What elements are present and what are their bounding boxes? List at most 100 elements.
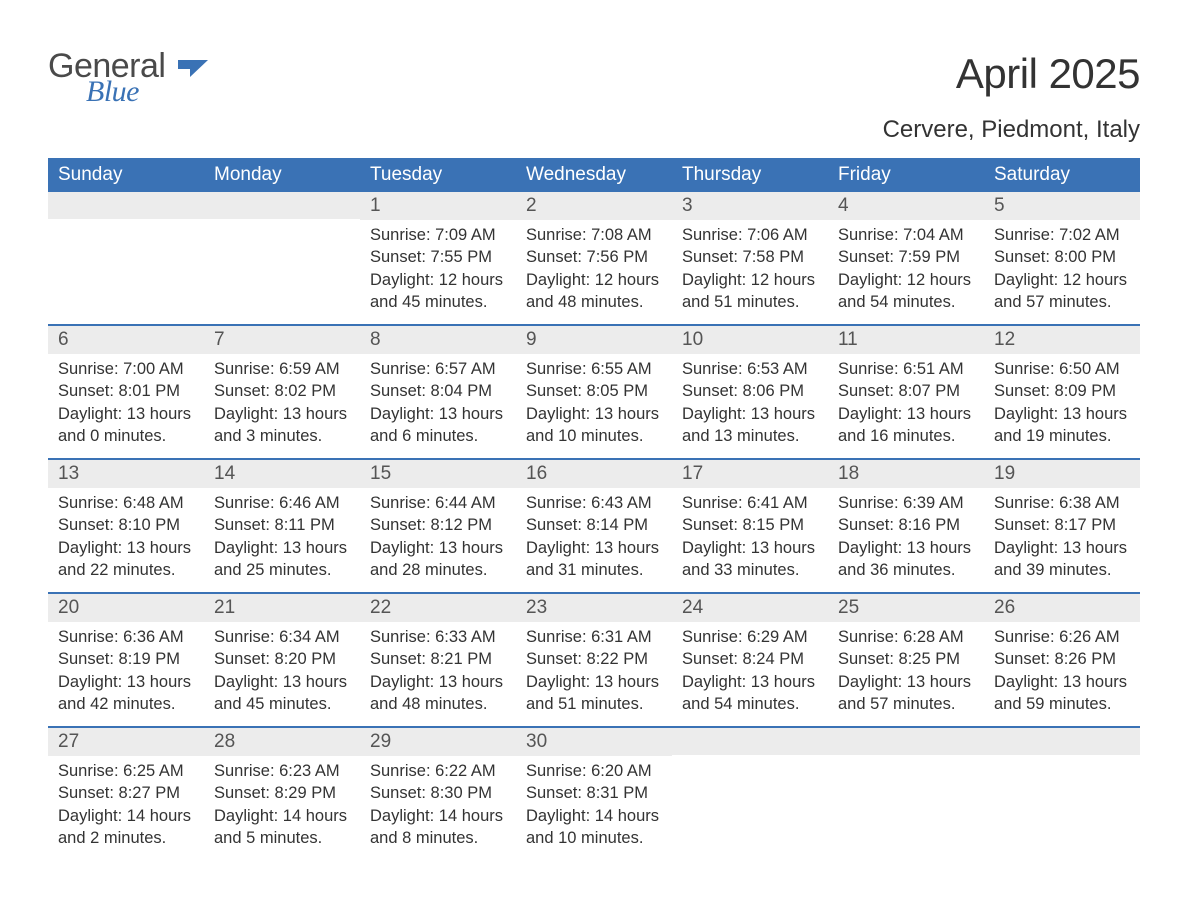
sunrise-text: Sunrise: 6:41 AM (682, 492, 818, 514)
sunset-text: Sunset: 7:56 PM (526, 246, 662, 268)
day-cell: 23Sunrise: 6:31 AMSunset: 8:22 PMDayligh… (516, 594, 672, 726)
day-content: Sunrise: 6:55 AMSunset: 8:05 PMDaylight:… (516, 354, 672, 447)
day-content: Sunrise: 6:46 AMSunset: 8:11 PMDaylight:… (204, 488, 360, 581)
day-cell: 30Sunrise: 6:20 AMSunset: 8:31 PMDayligh… (516, 728, 672, 860)
sunset-text: Sunset: 8:14 PM (526, 514, 662, 536)
day-cell: 20Sunrise: 6:36 AMSunset: 8:19 PMDayligh… (48, 594, 204, 726)
day-cell: 22Sunrise: 6:33 AMSunset: 8:21 PMDayligh… (360, 594, 516, 726)
day-number: 11 (828, 326, 984, 354)
day-number: 5 (984, 192, 1140, 220)
weekday-label: Sunday (48, 158, 204, 192)
day-cell: 1Sunrise: 7:09 AMSunset: 7:55 PMDaylight… (360, 192, 516, 324)
daylight-text-2: and 31 minutes. (526, 559, 662, 581)
day-content: Sunrise: 6:36 AMSunset: 8:19 PMDaylight:… (48, 622, 204, 715)
day-cell: 24Sunrise: 6:29 AMSunset: 8:24 PMDayligh… (672, 594, 828, 726)
day-content: Sunrise: 7:02 AMSunset: 8:00 PMDaylight:… (984, 220, 1140, 313)
sunrise-text: Sunrise: 6:20 AM (526, 760, 662, 782)
day-cell: 5Sunrise: 7:02 AMSunset: 8:00 PMDaylight… (984, 192, 1140, 324)
daylight-text-1: Daylight: 13 hours (838, 537, 974, 559)
day-content: Sunrise: 6:41 AMSunset: 8:15 PMDaylight:… (672, 488, 828, 581)
day-cell: 16Sunrise: 6:43 AMSunset: 8:14 PMDayligh… (516, 460, 672, 592)
day-content: Sunrise: 6:39 AMSunset: 8:16 PMDaylight:… (828, 488, 984, 581)
day-cell: 11Sunrise: 6:51 AMSunset: 8:07 PMDayligh… (828, 326, 984, 458)
sunrise-text: Sunrise: 6:29 AM (682, 626, 818, 648)
day-cell (672, 728, 828, 860)
day-cell: 13Sunrise: 6:48 AMSunset: 8:10 PMDayligh… (48, 460, 204, 592)
daylight-text-2: and 10 minutes. (526, 425, 662, 447)
day-cell: 4Sunrise: 7:04 AMSunset: 7:59 PMDaylight… (828, 192, 984, 324)
daylight-text-2: and 48 minutes. (370, 693, 506, 715)
daylight-text-2: and 22 minutes. (58, 559, 194, 581)
sunset-text: Sunset: 8:16 PM (838, 514, 974, 536)
day-content: Sunrise: 6:44 AMSunset: 8:12 PMDaylight:… (360, 488, 516, 581)
day-content: Sunrise: 6:57 AMSunset: 8:04 PMDaylight:… (360, 354, 516, 447)
sunset-text: Sunset: 8:30 PM (370, 782, 506, 804)
sunrise-text: Sunrise: 6:33 AM (370, 626, 506, 648)
daylight-text-1: Daylight: 13 hours (58, 403, 194, 425)
day-cell: 21Sunrise: 6:34 AMSunset: 8:20 PMDayligh… (204, 594, 360, 726)
daylight-text-2: and 3 minutes. (214, 425, 350, 447)
day-content: Sunrise: 7:06 AMSunset: 7:58 PMDaylight:… (672, 220, 828, 313)
daylight-text-2: and 10 minutes. (526, 827, 662, 849)
sunrise-text: Sunrise: 6:50 AM (994, 358, 1130, 380)
day-number: 20 (48, 594, 204, 622)
daylight-text-2: and 39 minutes. (994, 559, 1130, 581)
sunrise-text: Sunrise: 6:36 AM (58, 626, 194, 648)
day-cell (204, 192, 360, 324)
daylight-text-2: and 8 minutes. (370, 827, 506, 849)
daylight-text-1: Daylight: 13 hours (526, 403, 662, 425)
weekday-label: Friday (828, 158, 984, 192)
daylight-text-1: Daylight: 13 hours (214, 403, 350, 425)
sunrise-text: Sunrise: 6:59 AM (214, 358, 350, 380)
sunrise-text: Sunrise: 6:57 AM (370, 358, 506, 380)
sunset-text: Sunset: 8:19 PM (58, 648, 194, 670)
logo-blue-text: Blue (86, 78, 208, 107)
logo: General Blue (48, 50, 208, 107)
day-cell: 7Sunrise: 6:59 AMSunset: 8:02 PMDaylight… (204, 326, 360, 458)
day-cell: 10Sunrise: 6:53 AMSunset: 8:06 PMDayligh… (672, 326, 828, 458)
day-number: 27 (48, 728, 204, 756)
day-number (984, 728, 1140, 755)
daylight-text-2: and 5 minutes. (214, 827, 350, 849)
day-number: 12 (984, 326, 1140, 354)
daylight-text-2: and 6 minutes. (370, 425, 506, 447)
sunrise-text: Sunrise: 6:38 AM (994, 492, 1130, 514)
daylight-text-1: Daylight: 13 hours (682, 403, 818, 425)
sunrise-text: Sunrise: 7:02 AM (994, 224, 1130, 246)
sunset-text: Sunset: 8:07 PM (838, 380, 974, 402)
sunset-text: Sunset: 8:25 PM (838, 648, 974, 670)
weekday-label: Tuesday (360, 158, 516, 192)
sunset-text: Sunset: 8:31 PM (526, 782, 662, 804)
title-block: April 2025 Cervere, Piedmont, Italy (883, 50, 1140, 144)
daylight-text-2: and 54 minutes. (682, 693, 818, 715)
day-number (828, 728, 984, 755)
day-number: 21 (204, 594, 360, 622)
day-content: Sunrise: 6:51 AMSunset: 8:07 PMDaylight:… (828, 354, 984, 447)
sunrise-text: Sunrise: 7:09 AM (370, 224, 506, 246)
day-cell: 28Sunrise: 6:23 AMSunset: 8:29 PMDayligh… (204, 728, 360, 860)
day-content: Sunrise: 6:50 AMSunset: 8:09 PMDaylight:… (984, 354, 1140, 447)
daylight-text-2: and 57 minutes. (838, 693, 974, 715)
day-cell: 29Sunrise: 6:22 AMSunset: 8:30 PMDayligh… (360, 728, 516, 860)
daylight-text-2: and 42 minutes. (58, 693, 194, 715)
daylight-text-2: and 33 minutes. (682, 559, 818, 581)
sunset-text: Sunset: 8:27 PM (58, 782, 194, 804)
day-number: 1 (360, 192, 516, 220)
daylight-text-2: and 51 minutes. (682, 291, 818, 313)
day-number: 23 (516, 594, 672, 622)
weekday-label: Monday (204, 158, 360, 192)
day-cell: 19Sunrise: 6:38 AMSunset: 8:17 PMDayligh… (984, 460, 1140, 592)
sunrise-text: Sunrise: 6:39 AM (838, 492, 974, 514)
day-number: 29 (360, 728, 516, 756)
day-cell: 2Sunrise: 7:08 AMSunset: 7:56 PMDaylight… (516, 192, 672, 324)
day-cell: 25Sunrise: 6:28 AMSunset: 8:25 PMDayligh… (828, 594, 984, 726)
daylight-text-1: Daylight: 13 hours (370, 403, 506, 425)
sunset-text: Sunset: 8:09 PM (994, 380, 1130, 402)
sunrise-text: Sunrise: 6:51 AM (838, 358, 974, 380)
day-number: 2 (516, 192, 672, 220)
sunrise-text: Sunrise: 6:55 AM (526, 358, 662, 380)
daylight-text-2: and 16 minutes. (838, 425, 974, 447)
sunset-text: Sunset: 8:05 PM (526, 380, 662, 402)
daylight-text-2: and 54 minutes. (838, 291, 974, 313)
calendar: SundayMondayTuesdayWednesdayThursdayFrid… (48, 158, 1140, 860)
